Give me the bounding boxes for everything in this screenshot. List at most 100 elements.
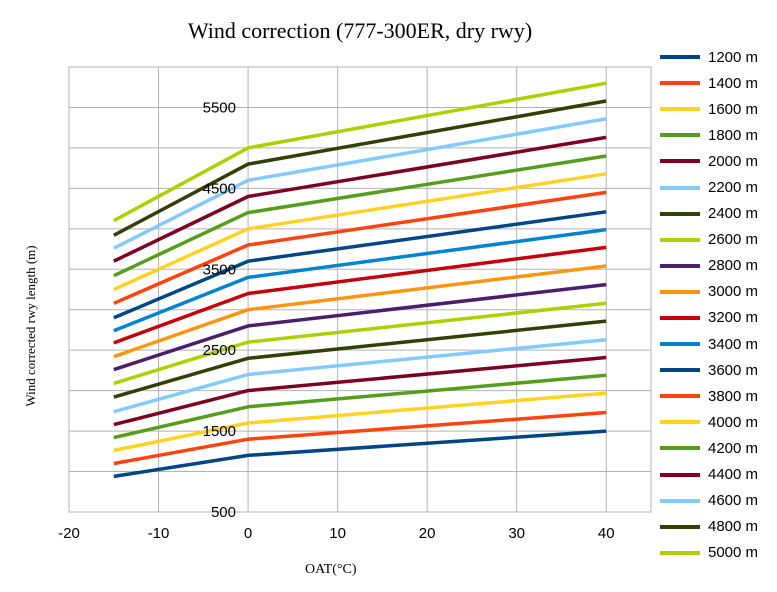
chart-title: Wind correction (777-300ER, dry rwy) (187, 18, 533, 43)
series-line-4000-m (113, 172, 607, 292)
legend-swatch (660, 368, 700, 373)
series-lines (112, 81, 607, 479)
legend-item: 2000 m (660, 148, 775, 174)
legend-label: 4800 m (708, 518, 759, 536)
legend-swatch (660, 394, 700, 399)
y-tick-label: 3500 (203, 261, 236, 278)
legend-item: 3400 m (660, 331, 775, 357)
legend-swatch (660, 524, 700, 529)
y-tick-label: 4500 (203, 180, 236, 197)
series-line-1200-m (113, 429, 607, 479)
series-line-3600-m (113, 210, 607, 320)
legend-swatch (660, 107, 700, 112)
y-tick-label: 5500 (203, 99, 236, 116)
legend-label: 2200 m (708, 179, 759, 197)
legend-swatch (660, 237, 700, 242)
legend-item: 3800 m (660, 383, 775, 409)
legend-label: 2800 m (708, 257, 759, 275)
legend-swatch (660, 159, 700, 164)
legend-label: 4600 m (708, 492, 759, 510)
legend-swatch (660, 133, 700, 138)
legend-label: 4000 m (708, 413, 759, 431)
legend-item: 3200 m (660, 305, 775, 331)
legend-label: 1400 m (708, 74, 759, 92)
legend-item: 2200 m (660, 174, 775, 200)
legend-swatch (660, 211, 700, 216)
legend-swatch (660, 185, 700, 190)
legend-label: 2400 m (708, 205, 759, 223)
y-tick-label: 2500 (203, 342, 236, 359)
series-line-4600-m (113, 117, 607, 250)
x-tick-label: 40 (598, 525, 615, 542)
series-line-1600-m (113, 391, 607, 453)
legend-swatch (660, 550, 700, 555)
legend-swatch (660, 55, 700, 60)
legend-swatch (660, 289, 700, 294)
legend-label: 3600 m (708, 361, 759, 379)
series-line-3800-m (113, 190, 607, 305)
legend-item: 4000 m (660, 409, 775, 435)
legend-item: 4400 m (660, 462, 775, 488)
legend-label: 4400 m (708, 466, 759, 484)
series-line-5000-m (112, 81, 607, 223)
legend-item: 3600 m (660, 357, 775, 383)
x-tick-label: -20 (58, 525, 80, 542)
legend-swatch (660, 315, 700, 320)
x-tick-label: 20 (419, 525, 436, 542)
x-axis-title: OAT(°C) (305, 562, 357, 577)
legend-swatch (660, 420, 700, 425)
series-line-1400-m (113, 410, 607, 466)
legend-item: 4200 m (660, 435, 775, 461)
legend-item: 1600 m (660, 96, 775, 122)
series-line-2200-m (113, 337, 607, 414)
legend-swatch (660, 81, 700, 86)
legend-label: 1200 m (708, 48, 759, 66)
legend: 1200 m 1400 m 1600 m 1800 m 2000 m 2200 m 2400… (660, 44, 775, 566)
legend-label: 1800 m (708, 126, 759, 144)
legend-item: 3000 m (660, 279, 775, 305)
series-line-2600-m (113, 301, 607, 386)
legend-item: 1800 m (660, 122, 775, 148)
series-line-2800-m (113, 282, 607, 372)
x-tick-label: 10 (329, 525, 346, 542)
series-line-4800-m (112, 99, 607, 237)
series-line-3200-m (113, 245, 607, 345)
legend-label: 3800 m (708, 387, 759, 405)
series-line-4400-m (113, 135, 607, 263)
legend-label: 1600 m (708, 100, 759, 118)
series-line-4200-m (113, 154, 607, 278)
legend-label: 3200 m (708, 309, 759, 327)
tick-labels: -20 -10 0 10 20 30 40 500 1500 2500 3500 4500 5500 (58, 99, 614, 542)
series-line-1800-m (113, 373, 607, 440)
legend-item: 2600 m (660, 227, 775, 253)
y-tick-label: 1500 (203, 423, 236, 440)
gridlines (68, 66, 652, 513)
legend-item: 1200 m (660, 44, 775, 70)
legend-item: 2800 m (660, 253, 775, 279)
legend-item: 1400 m (660, 70, 775, 96)
legend-item: 4800 m (660, 514, 775, 540)
legend-swatch (660, 498, 700, 503)
legend-label: 2600 m (708, 231, 759, 249)
legend-label: 2000 m (708, 152, 759, 170)
legend-swatch (660, 342, 700, 347)
legend-item: 4600 m (660, 488, 775, 514)
y-tick-label: 500 (211, 504, 236, 521)
series-line-3000-m (113, 264, 607, 359)
legend-swatch (660, 446, 700, 451)
legend-label: 3000 m (708, 283, 759, 301)
legend-label: 4200 m (708, 439, 759, 457)
legend-swatch (660, 472, 700, 477)
legend-swatch (660, 263, 700, 268)
series-line-2400-m (113, 319, 607, 399)
legend-label: 3400 m (708, 335, 759, 353)
x-tick-label: -10 (148, 525, 170, 542)
x-tick-label: 0 (244, 525, 252, 542)
series-line-3400-m (113, 227, 607, 333)
legend-item: 2400 m (660, 201, 775, 227)
series-line-2000-m (113, 355, 607, 427)
x-tick-label: 30 (508, 525, 525, 542)
legend-label: 5000 m (708, 544, 759, 562)
legend-item: 5000 m (660, 540, 775, 566)
